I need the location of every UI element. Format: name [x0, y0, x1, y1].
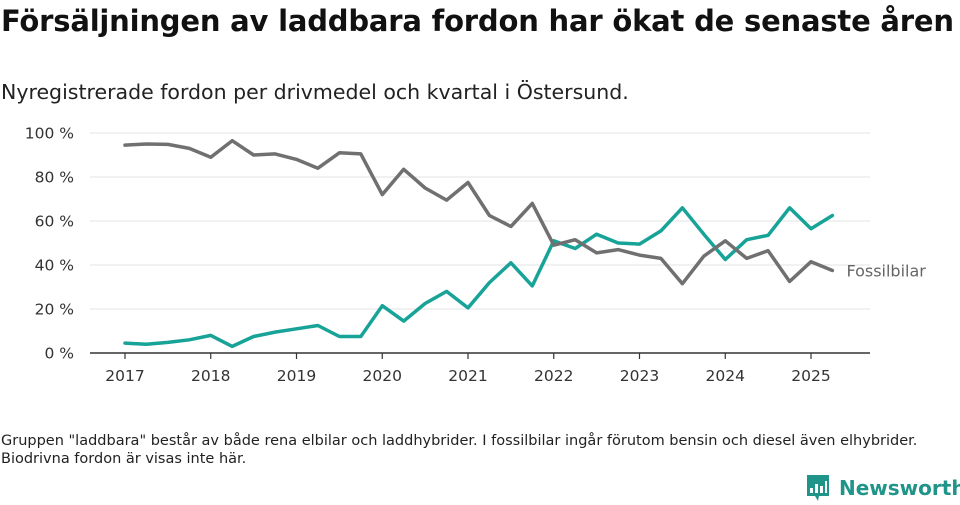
- x-tick-label: 2023: [620, 367, 659, 385]
- brand-logo: Newsworthy: [805, 474, 960, 502]
- newsworthy-logo-icon: [807, 475, 829, 501]
- x-tick-label: 2017: [105, 367, 144, 385]
- series-label: Fossilbilar: [846, 262, 926, 281]
- x-tick-label: 2025: [791, 367, 830, 385]
- footnote: Gruppen "laddbara" består av både rena e…: [1, 433, 918, 467]
- chart-title: Försäljningen av laddbara fordon har öka…: [1, 4, 954, 38]
- y-tick-label: 100 %: [25, 125, 74, 143]
- x-tick-label: 2018: [191, 367, 230, 385]
- y-tick-label: 60 %: [35, 213, 74, 231]
- series-line: [123, 206, 835, 349]
- x-tick-label: 2022: [534, 367, 573, 385]
- y-tick-label: 80 %: [35, 169, 74, 187]
- x-tick-label: 2020: [363, 367, 402, 385]
- brand-name: Newsworthy: [839, 476, 960, 500]
- chart-subtitle: Nyregistrerade fordon per drivmedel och …: [1, 80, 629, 104]
- series-line: [123, 138, 835, 286]
- y-tick-label: 20 %: [35, 301, 74, 319]
- y-tick-label: 40 %: [35, 257, 74, 275]
- line-chart: 0 % 20 % 40 % 60 % 80 % 100 % 2017 2018 2019 202…: [25, 125, 927, 386]
- x-tick-label: 2024: [706, 367, 745, 385]
- x-tick-label: 2019: [277, 367, 316, 385]
- y-tick-label: 0 %: [44, 345, 74, 363]
- x-tick-label: 2021: [448, 367, 487, 385]
